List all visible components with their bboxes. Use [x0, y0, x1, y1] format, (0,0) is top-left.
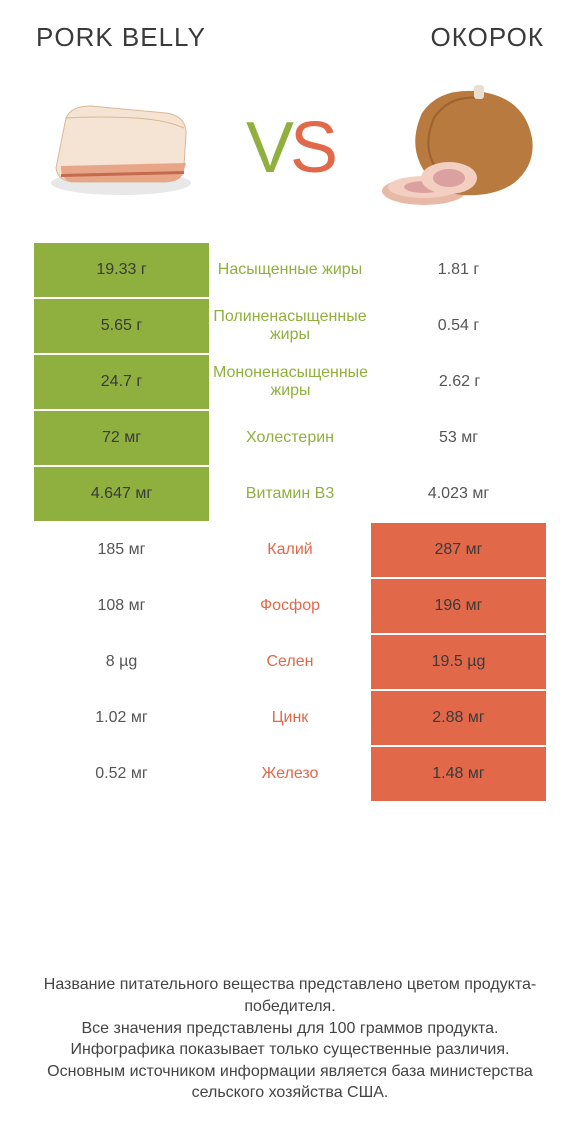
right-value-cell: 287 мг — [371, 523, 546, 577]
vs-s: S — [290, 108, 334, 188]
nutrient-label-cell: Мононенасыщенные жиры — [209, 355, 372, 409]
vs-row: VS — [0, 63, 580, 243]
vs-v: V — [246, 108, 290, 188]
left-value-cell: 24.7 г — [34, 355, 209, 409]
right-value-cell: 1.81 г — [371, 243, 546, 297]
table-row: 185 мгКалий287 мг — [34, 523, 546, 577]
right-value-cell: 2.62 г — [372, 355, 547, 409]
right-value-cell: 4.023 мг — [371, 467, 546, 521]
nutrient-label-cell: Витамин B3 — [209, 467, 371, 521]
nutrient-label-cell: Цинк — [209, 691, 371, 745]
table-row: 5.65 гПолиненасыщенные жиры0.54 г — [34, 299, 546, 353]
left-value-cell: 8 µg — [34, 635, 209, 689]
left-value-cell: 185 мг — [34, 523, 209, 577]
comparison-table: 19.33 гНасыщенные жиры1.81 г5.65 гПолине… — [0, 243, 580, 801]
nutrient-label-cell: Насыщенные жиры — [209, 243, 371, 297]
table-row: 24.7 гМононенасыщенные жиры2.62 г — [34, 355, 546, 409]
table-row: 0.52 мгЖелезо1.48 мг — [34, 747, 546, 801]
footer-notes: Название питательного вещества представл… — [0, 974, 580, 1104]
right-value-cell: 0.54 г — [371, 299, 546, 353]
left-product-image — [36, 83, 206, 213]
table-row: 72 мгХолестерин53 мг — [34, 411, 546, 465]
nutrient-label-cell: Полиненасыщенные жиры — [209, 299, 371, 353]
left-value-cell: 108 мг — [34, 579, 209, 633]
right-value-cell: 1.48 мг — [371, 747, 546, 801]
table-row: 8 µgСелен19.5 µg — [34, 635, 546, 689]
table-row: 4.647 мгВитамин B34.023 мг — [34, 467, 546, 521]
table-row: 1.02 мгЦинк2.88 мг — [34, 691, 546, 745]
left-product-title: Pork belly — [36, 22, 206, 53]
left-value-cell: 4.647 мг — [34, 467, 209, 521]
nutrient-label-cell: Калий — [209, 523, 371, 577]
nutrient-label-cell: Холестерин — [209, 411, 371, 465]
nutrient-label-cell: Железо — [209, 747, 371, 801]
right-value-cell: 19.5 µg — [371, 635, 546, 689]
left-value-cell: 0.52 мг — [34, 747, 209, 801]
nutrient-label-cell: Фосфор — [209, 579, 371, 633]
right-product-title: Окорок — [431, 22, 544, 53]
footer-line: Инфографика показывает только существенн… — [28, 1039, 552, 1061]
right-value-cell: 53 мг — [371, 411, 546, 465]
nutrient-label-cell: Селен — [209, 635, 371, 689]
right-product-image — [374, 83, 544, 213]
left-value-cell: 5.65 г — [34, 299, 209, 353]
footer-line: Основным источником информации является … — [28, 1061, 552, 1104]
left-value-cell: 1.02 мг — [34, 691, 209, 745]
table-row: 108 мгФосфор196 мг — [34, 579, 546, 633]
header: Pork belly Окорок — [0, 0, 580, 63]
left-value-cell: 19.33 г — [34, 243, 209, 297]
footer-line: Все значения представлены для 100 граммо… — [28, 1018, 552, 1040]
table-row: 19.33 гНасыщенные жиры1.81 г — [34, 243, 546, 297]
vs-label: VS — [246, 107, 334, 189]
right-value-cell: 196 мг — [371, 579, 546, 633]
footer-line: Название питательного вещества представл… — [28, 974, 552, 1017]
left-value-cell: 72 мг — [34, 411, 209, 465]
right-value-cell: 2.88 мг — [371, 691, 546, 745]
